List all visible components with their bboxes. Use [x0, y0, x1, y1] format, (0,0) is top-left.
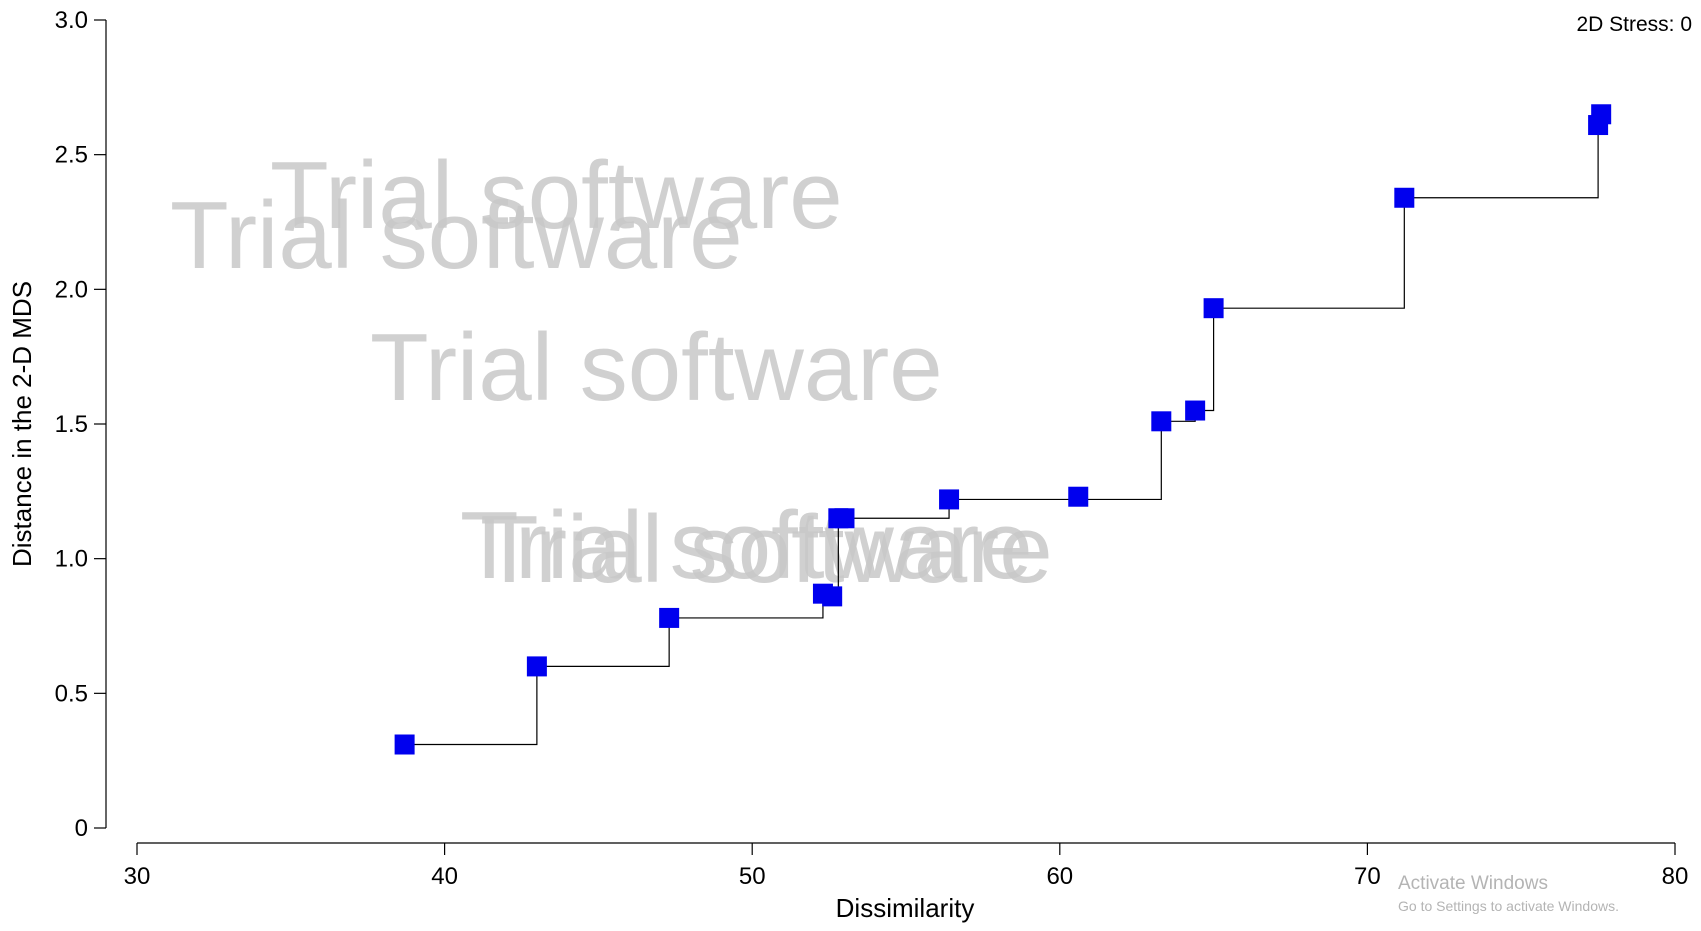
- data-point-marker: [526, 656, 547, 677]
- data-point-marker: [1151, 411, 1172, 432]
- data-point-marker: [834, 508, 855, 529]
- x-axis: 30 40 50 60 70 80: [124, 842, 1689, 890]
- y-axis: 0 0.5 1.0 1.5 2.0 2.5 3.0: [55, 7, 107, 842]
- activate-windows-title: Activate Windows: [1398, 873, 1548, 894]
- data-point-marker: [1068, 486, 1089, 507]
- stress-annotation: 2D Stress: 0: [1576, 13, 1692, 36]
- data-points: [394, 104, 1612, 755]
- trial-watermark-4: Trial software: [460, 492, 1033, 599]
- y-tick-label: 0: [75, 815, 88, 842]
- y-tick-label: 2.0: [55, 276, 88, 303]
- y-tick-label: 3.0: [55, 7, 88, 34]
- x-tick-label: 30: [124, 863, 151, 890]
- x-tick-label: 40: [431, 863, 458, 890]
- trial-watermark-2: Trial software: [170, 182, 743, 289]
- step-line-path: [404, 114, 1602, 746]
- x-tick-label: 80: [1662, 863, 1689, 890]
- trial-watermark-5: Trial software: [480, 496, 1053, 603]
- data-point-marker: [939, 489, 960, 510]
- step-fit-line: [404, 114, 1602, 746]
- y-tick-label: 2.5: [55, 142, 88, 169]
- activate-windows-subtitle: Go to Settings to activate Windows.: [1398, 898, 1619, 914]
- data-point-marker: [1394, 187, 1415, 208]
- data-point-marker: [822, 586, 843, 607]
- data-point-marker: [394, 734, 415, 755]
- y-axis-title: Distance in the 2-D MDS: [7, 281, 37, 567]
- data-point-marker: [1203, 298, 1224, 319]
- data-point-marker: [1591, 104, 1612, 125]
- x-axis-title: Dissimilarity: [836, 893, 975, 923]
- trial-watermark-1: Trial software: [270, 142, 843, 249]
- x-tick-label: 60: [1046, 863, 1073, 890]
- y-tick-label: 0.5: [55, 680, 88, 707]
- data-point-marker: [659, 607, 680, 628]
- data-point-marker: [1185, 400, 1206, 421]
- x-tick-label: 50: [739, 863, 766, 890]
- y-tick-label: 1.0: [55, 546, 88, 573]
- y-tick-label: 1.5: [55, 411, 88, 438]
- trial-watermarks: Trial software Trial software Trial soft…: [170, 142, 1053, 603]
- x-tick-label: 70: [1354, 863, 1381, 890]
- trial-watermark-3: Trial software: [370, 314, 943, 421]
